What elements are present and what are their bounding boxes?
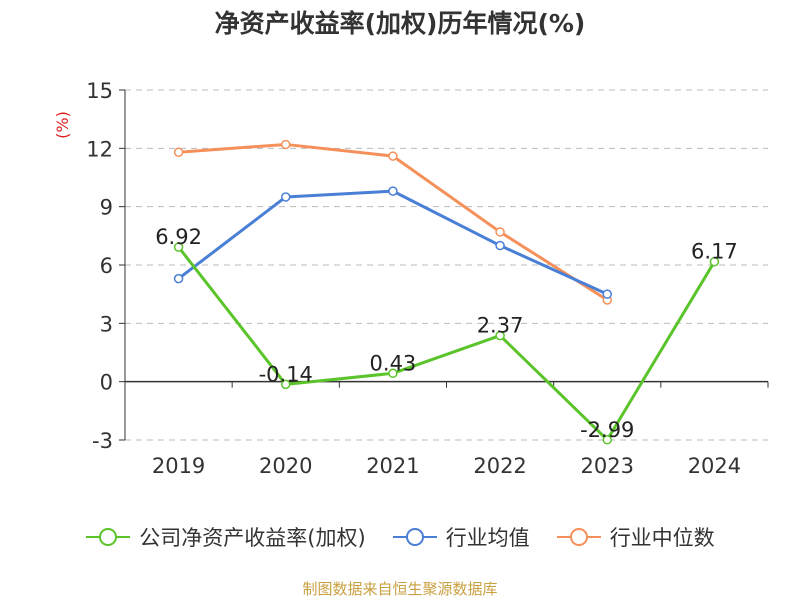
y-axis-title: (%) [53,111,72,139]
data-point [495,227,505,237]
y-tick-label: 6 [100,254,113,278]
legend-label-company-roe: 公司净资产收益率(加权) [139,526,366,550]
data-point [173,273,184,284]
data-point [388,186,398,196]
legend-item-industry-mean[interactable]: 行业均值 [392,522,530,552]
data-label: -2.99 [580,418,634,442]
data-label: 6.92 [155,225,202,249]
legend-item-industry-median[interactable]: 行业中位数 [556,522,715,552]
axes: -3 0 3 6 9 12 15 2019 2020 2021 2022 2023 2024 (%) [53,79,769,478]
data-point [602,289,612,299]
y-tick-label: 15 [86,79,113,103]
y-tick-label: 12 [86,137,113,161]
series-line-2 [178,142,609,302]
legend-swatch-industry-mean-icon [392,528,437,546]
data-labels: 6.92 -0.14 0.43 2.37 -2.99 6.17 [155,225,738,442]
data-point [173,147,184,157]
data-point [602,435,612,445]
y-tick-label: 0 [100,371,113,395]
x-tick-label: 2024 [688,454,741,478]
x-tick-label: 2021 [366,454,419,478]
data-point [281,139,291,150]
data-label: -0.14 [259,362,313,386]
data-point [388,151,398,161]
x-tick-label: 2023 [581,454,634,478]
series-line-0 [177,246,716,442]
x-tick-label: 2022 [473,454,526,478]
chart-title: 净资产收益率(加权)历年情况(%) [214,9,586,38]
y-tick-label: -3 [92,429,113,453]
data-point [495,330,505,341]
legend-item-company-roe[interactable]: 公司净资产收益率(加权) [85,522,366,552]
data-point [495,240,505,251]
x-tick-label: 2020 [259,454,312,478]
y-tick-label: 9 [100,196,113,220]
legend-label-industry-median: 行业中位数 [609,526,715,550]
y-tick-label: 3 [100,312,113,336]
data-point [388,368,398,379]
x-tick-label: 2019 [152,454,205,478]
data-point [281,379,291,390]
data-label: 2.37 [477,314,524,338]
data-label: 6.17 [691,240,738,264]
source-note: 制图数据来自恒生聚源数据库 [302,580,498,598]
legend-swatch-company-roe-icon [86,528,131,546]
data-label: 0.43 [370,351,417,375]
legend-swatch-industry-median-icon [556,528,601,546]
data-point [173,242,184,252]
data-point [709,256,720,267]
grid-lines [125,89,768,441]
series-layer [173,139,720,445]
legend: 公司净资产收益率(加权) 行业均值 行业中位数 [0,522,800,552]
legend-label-industry-mean: 行业均值 [445,526,530,550]
data-point [281,192,291,202]
